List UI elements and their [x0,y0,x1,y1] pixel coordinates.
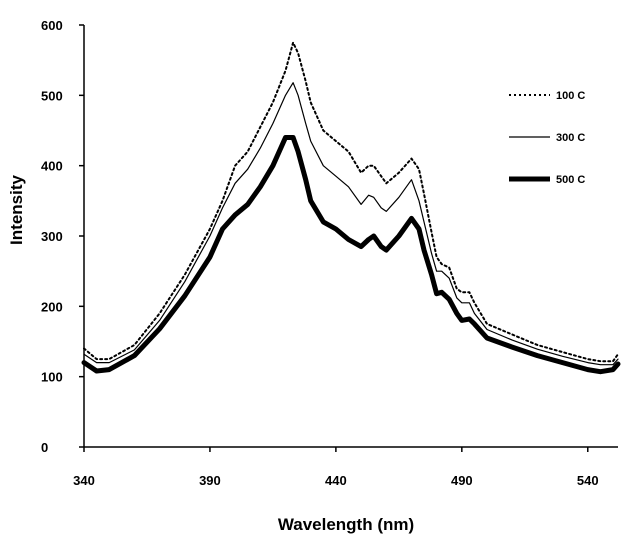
x-tick-label: 540 [577,473,599,488]
x-axis-ticks: 340 390 440 490 540 [73,447,599,488]
y-tick-label: 600 [41,18,63,33]
y-axis-ticks: 0 100 200 300 400 500 600 [41,18,84,455]
y-tick-label: 400 [41,159,63,174]
legend-label: 300 C [556,132,585,144]
plot-area [81,41,621,375]
x-tick-label: 390 [199,473,221,488]
x-tick-label: 440 [325,473,347,488]
y-tick-label: 0 [41,440,48,455]
legend-label: 500 C [556,174,585,186]
series-line-500-c [81,135,621,375]
legend: 100 C 300 C 500 C [509,90,585,186]
x-tick-label: 340 [73,473,95,488]
legend-label: 100 C [556,90,585,102]
y-tick-label: 100 [41,370,63,385]
series-line-300-c [83,82,619,366]
x-axis-title: Wavelength (nm) [278,515,414,534]
y-tick-label: 300 [41,229,63,244]
y-tick-label: 500 [41,88,63,103]
x-tick-label: 490 [451,473,473,488]
series-line-100-c [83,41,619,363]
y-tick-label: 200 [41,299,63,314]
y-axis-title: Intensity [7,175,26,245]
